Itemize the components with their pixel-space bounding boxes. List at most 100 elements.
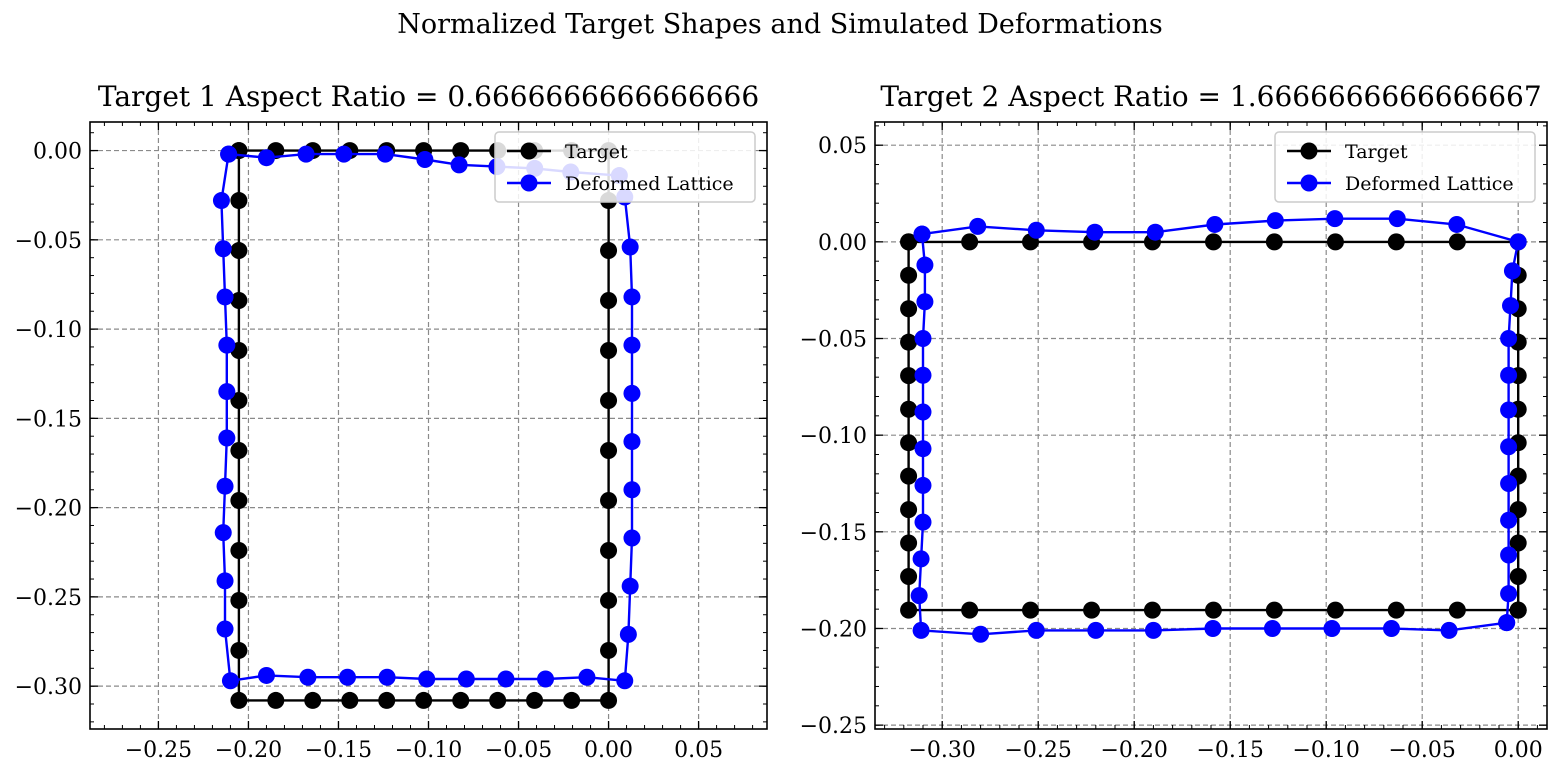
p2-series-1-point <box>1503 262 1521 280</box>
p1-series-0-point <box>600 691 618 709</box>
p2-series-0-point <box>1326 233 1344 251</box>
p1-series-0-point <box>600 242 618 260</box>
p1-ytick-label-4: −0.20 <box>15 497 82 522</box>
p1-series-1-point <box>619 625 637 643</box>
p2-series-1-point <box>1500 438 1518 456</box>
p1-series-1-point <box>418 670 436 688</box>
p1-series-0-point <box>415 691 433 709</box>
p2-series-0-point <box>900 567 918 585</box>
p2-series-1-point <box>1440 621 1458 639</box>
p2-series-1-point <box>914 330 932 348</box>
p1-series-1-point <box>297 145 315 163</box>
p1-series-1-point <box>335 145 353 163</box>
p2-ytick-label-1: 0.00 <box>818 231 867 256</box>
p1-legend: Target Deformed Lattice <box>494 131 756 203</box>
p2-series-1-point <box>914 476 932 494</box>
p2-series-1-point <box>972 625 990 643</box>
p1-series-1-point <box>450 156 468 174</box>
p2-xtick-label-5: −0.05 <box>1388 738 1455 763</box>
p2-series-1-point <box>1326 210 1344 228</box>
p2-series-1-point <box>912 550 930 568</box>
p1-series-1-point <box>376 145 394 163</box>
p1-series-1-point <box>623 336 641 354</box>
p2-series-0-point <box>1387 233 1405 251</box>
p2-series-0-point <box>1022 601 1040 619</box>
p1-series-0-point <box>230 242 248 260</box>
chart-panel-target-2: Target 2 Aspect Ratio = 1.66666666666666… <box>800 80 1548 763</box>
p2-series-0-point <box>900 266 918 284</box>
p2-series-1-point <box>1204 619 1222 637</box>
p1-series-1-point <box>216 620 234 638</box>
p1-series-1-point <box>218 383 236 401</box>
p1-legend-label-0: Target <box>565 141 628 163</box>
p2-series-1-point <box>1144 621 1162 639</box>
p1-legend-label-1: Deformed Lattice <box>565 173 734 195</box>
p2-series-1-point <box>1266 212 1284 230</box>
p2-series-1-point <box>1027 221 1045 239</box>
p2-series-1-point <box>1323 619 1341 637</box>
p1-series-1-point <box>218 429 236 447</box>
p2-series-1-point <box>1388 210 1406 228</box>
p2-series-1-point <box>910 587 928 605</box>
p2-series-0-point <box>900 400 918 418</box>
p1-series-0-point <box>600 591 618 609</box>
p2-series-1-point <box>916 293 934 311</box>
p1-series-1-point <box>497 670 515 688</box>
p2-series-1-point <box>969 217 987 235</box>
p1-series-0-point <box>230 392 248 410</box>
p2-ytick-label-4: −0.15 <box>800 521 867 546</box>
p1-ytick-label-1: −0.05 <box>15 229 82 254</box>
p1-series-1-point <box>537 670 555 688</box>
p2-xtick-label-6: 0.00 <box>1494 738 1543 763</box>
p2-legend-label-1: Deformed Lattice <box>1345 173 1514 195</box>
p2-series-1-point <box>1086 223 1104 241</box>
p2-series-1-point <box>1500 546 1518 564</box>
p1-series-0-point <box>489 691 507 709</box>
p2-series-0-point <box>900 534 918 552</box>
p2-series-0-point <box>1265 233 1283 251</box>
p1-series-1-point <box>338 668 356 686</box>
p2-series-1-point <box>1502 297 1520 315</box>
p2-xtick-label-2: −0.20 <box>1100 738 1167 763</box>
p1-series-0-point <box>600 392 618 410</box>
p2-ytick-label-2: −0.05 <box>800 328 867 353</box>
p1-series-1-point <box>220 145 238 163</box>
p1-ytick-label-3: −0.15 <box>15 407 82 432</box>
p1-series-1-point <box>616 672 634 690</box>
p2-series-0-point <box>1509 567 1527 585</box>
p1-series-0-point <box>452 691 470 709</box>
p2-series-0-point <box>900 333 918 351</box>
p1-ytick-label-0: 0.00 <box>33 140 82 165</box>
p1-series-1-point <box>416 150 434 168</box>
p1-xtick-label-4: −0.05 <box>485 738 552 763</box>
p2-series-0-point <box>961 233 979 251</box>
p2-legend-marker-0 <box>1300 142 1318 160</box>
p1-title: Target 1 Aspect Ratio = 0.66666666666666… <box>98 80 759 113</box>
p2-series-0-line <box>907 240 1520 612</box>
p2-series-0-point <box>1509 534 1527 552</box>
p2-series-1-point <box>913 225 931 243</box>
p1-series-0-point <box>600 342 618 360</box>
p1-xtick-label-2: −0.15 <box>305 738 372 763</box>
p2-series-0-point <box>900 367 918 385</box>
p2-xtick-label-3: −0.15 <box>1196 738 1263 763</box>
p1-series-1-point <box>621 577 639 595</box>
p1-series-1-point <box>221 672 239 690</box>
p2-series-1-point <box>1498 614 1516 632</box>
p1-series-0-point <box>341 691 359 709</box>
p2-series-1-point <box>1087 621 1105 639</box>
p1-series-1-point <box>578 668 596 686</box>
p1-series-1-line <box>220 152 634 683</box>
p1-series-1-point <box>218 336 236 354</box>
p1-series-0-point <box>230 591 248 609</box>
p1-series-1-point <box>214 240 232 258</box>
p2-series-1-point <box>914 440 932 458</box>
p2-ytick-label-6: −0.25 <box>800 714 867 739</box>
p2-series-1-point <box>1500 511 1518 529</box>
p2-series-1-point <box>1263 619 1281 637</box>
p1-xtick-label-3: −0.10 <box>395 738 462 763</box>
p2-series-0-point <box>1387 601 1405 619</box>
p1-series-1-point <box>212 192 230 210</box>
p2-series-0-point <box>1143 601 1161 619</box>
p2-ytick-label-0: 0.05 <box>818 134 867 159</box>
